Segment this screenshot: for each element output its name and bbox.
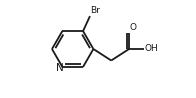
- Text: Br: Br: [91, 6, 100, 15]
- Text: N: N: [56, 63, 64, 73]
- Text: OH: OH: [144, 44, 158, 54]
- Text: O: O: [130, 23, 137, 32]
